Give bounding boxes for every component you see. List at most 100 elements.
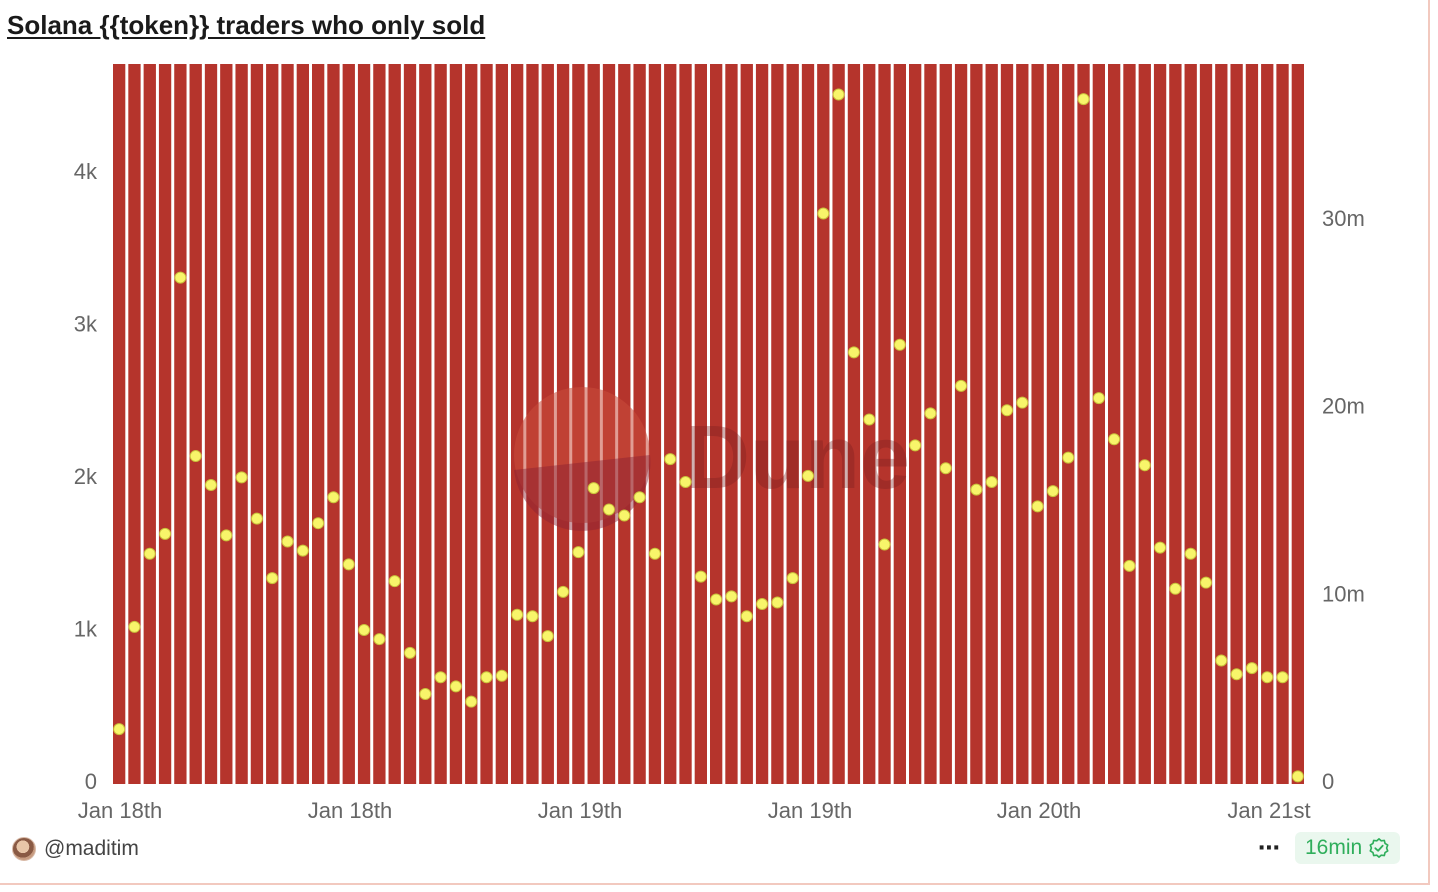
bar (817, 64, 830, 784)
x-axis-tick-label: Jan 21st (1227, 798, 1310, 823)
bar (1215, 64, 1228, 784)
right-y-axis: 0 10m 20m 30m (1322, 206, 1365, 794)
left-y-axis: 0 1k 2k 3k 4k (74, 159, 98, 794)
data-point (373, 633, 386, 646)
data-point (985, 476, 998, 488)
bar (1276, 64, 1289, 784)
data-point (266, 572, 279, 585)
left-axis-tick-label: 1k (74, 616, 98, 641)
data-point (235, 471, 248, 484)
dune-watermark: Dune (514, 387, 910, 531)
data-point (1169, 582, 1182, 595)
data-point (342, 558, 355, 571)
bar (1169, 64, 1182, 784)
bar (1184, 64, 1197, 784)
data-point (909, 439, 922, 452)
data-point (1001, 404, 1013, 417)
data-point (541, 630, 554, 643)
bar (1031, 64, 1044, 784)
data-point (1261, 671, 1274, 684)
right-axis-tick-label: 20m (1322, 394, 1365, 419)
freshness-badge[interactable]: 16min (1295, 832, 1401, 864)
data-point (863, 413, 876, 426)
x-axis-tick-label: Jan 18th (308, 798, 392, 823)
bar (801, 64, 815, 784)
bar (465, 64, 478, 784)
data-point (1154, 541, 1167, 554)
bar (158, 64, 172, 784)
data-point (1138, 459, 1151, 472)
data-point (1291, 770, 1304, 783)
bar (449, 64, 463, 784)
data-point (1016, 396, 1029, 409)
bar (939, 64, 952, 784)
data-point (1077, 93, 1090, 106)
data-point (1184, 547, 1197, 560)
bar (847, 64, 861, 784)
data-point (603, 503, 615, 516)
data-point (434, 671, 447, 684)
data-point (1046, 485, 1059, 498)
data-point (847, 346, 860, 359)
bar (342, 64, 355, 784)
bar (648, 64, 662, 784)
bar (1077, 64, 1090, 784)
data-point (633, 491, 646, 504)
data-point (786, 572, 799, 585)
data-point (832, 88, 845, 101)
data-point (128, 620, 141, 633)
bar (204, 64, 218, 784)
bar (1153, 64, 1167, 784)
data-point (296, 544, 309, 557)
data-point (159, 527, 172, 540)
data-point (817, 207, 830, 220)
bar (174, 64, 187, 784)
right-axis-tick-label: 10m (1322, 581, 1365, 606)
data-point (281, 535, 294, 548)
bar (1092, 64, 1105, 784)
bar (220, 64, 233, 784)
author[interactable]: @maditim (12, 835, 139, 863)
data-point (143, 547, 156, 560)
data-point (174, 271, 187, 284)
bar (985, 64, 998, 784)
bar (1046, 64, 1060, 784)
bar (128, 64, 141, 784)
data-point (1092, 392, 1105, 405)
bar (419, 64, 432, 784)
bar (480, 64, 493, 784)
chart-title[interactable]: Solana {{token}} traders who only sold (7, 10, 486, 40)
data-point (1230, 668, 1243, 681)
data-point (618, 509, 631, 522)
data-point (924, 407, 937, 420)
data-point (970, 483, 983, 496)
data-point (893, 338, 906, 351)
bar (296, 64, 309, 784)
data-point (939, 462, 952, 475)
bar (1062, 64, 1075, 784)
more-horizontal-icon[interactable]: ⋯ (1258, 835, 1281, 860)
data-point (1276, 671, 1289, 684)
bar (495, 64, 508, 784)
data-point (725, 590, 738, 603)
bar (266, 64, 279, 784)
data-point (694, 570, 707, 583)
user-avatar-icon[interactable] (12, 837, 36, 861)
bar (740, 64, 753, 784)
bar (113, 64, 126, 784)
data-point (250, 512, 263, 525)
bar (403, 64, 417, 784)
data-point (404, 646, 416, 659)
bar (373, 64, 386, 784)
bar (189, 64, 202, 784)
bar (143, 64, 156, 784)
data-point (189, 450, 202, 463)
author-handle[interactable]: @maditim (44, 837, 139, 860)
bar (664, 64, 677, 784)
data-point (679, 476, 692, 488)
bar (327, 64, 340, 784)
data-point (572, 546, 585, 559)
x-axis-tick-label: Jan 19th (538, 798, 622, 823)
data-point (113, 723, 126, 736)
